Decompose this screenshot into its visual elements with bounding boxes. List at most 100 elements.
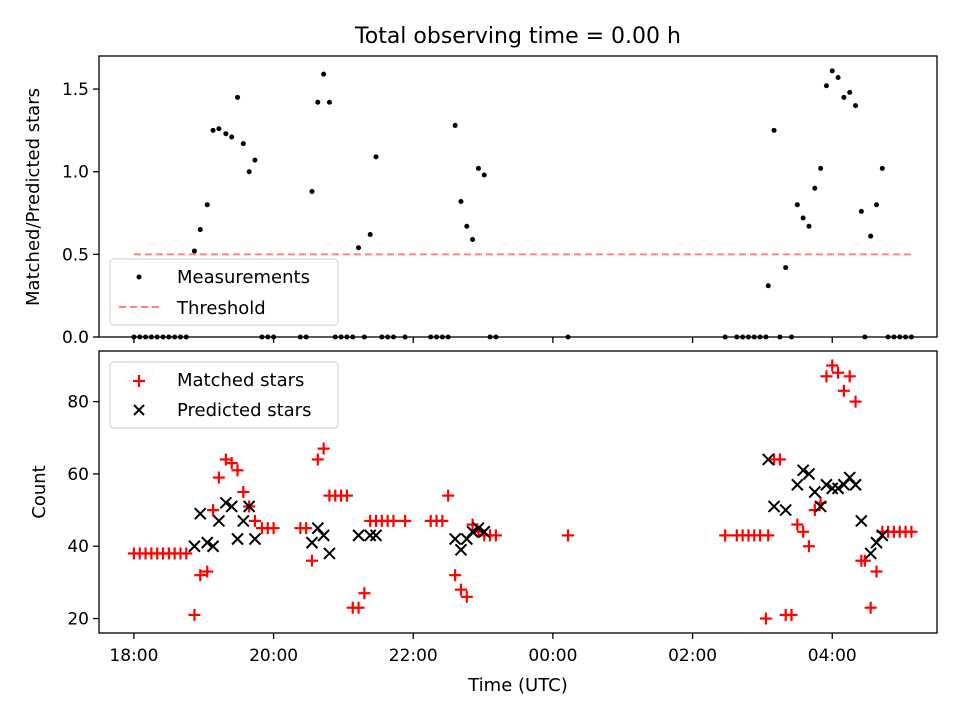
figure-title: Total observing time = 0.00 h	[354, 24, 681, 49]
predicted-star-point	[762, 453, 775, 466]
matched-star-point	[305, 554, 318, 567]
measurement-point	[812, 185, 818, 191]
predicted-star-point	[472, 521, 485, 535]
matched-star-point	[201, 565, 214, 578]
y-tick-label: 80	[67, 393, 89, 413]
measurement-point	[235, 94, 241, 100]
matched-star-point	[719, 529, 732, 542]
measurement-point	[321, 71, 327, 77]
predicted-star-point	[363, 529, 377, 542]
measurement-point	[326, 99, 332, 105]
predicted-star-point	[831, 482, 845, 495]
ratio-legend: Measurements Threshold	[109, 258, 339, 326]
matched-star-point	[489, 529, 502, 542]
x-tick-label: 20:00	[249, 646, 298, 666]
measurement-point	[783, 265, 789, 271]
predicted-star-point	[248, 532, 262, 546]
predicted-star-point	[767, 500, 781, 513]
predicted-star-point	[323, 547, 336, 560]
measurement-point	[373, 154, 379, 160]
measurement-point	[229, 134, 235, 140]
y-tick-label: 60	[67, 465, 89, 485]
matched-star-point	[864, 601, 877, 614]
predicted-star-point	[796, 464, 810, 477]
x-axis-label: Time (UTC)	[467, 675, 568, 696]
matched-star-point	[870, 565, 883, 578]
matched-star-point	[791, 518, 804, 531]
measurement-point	[823, 83, 829, 89]
ratio-y-ticks: 0.0 0.5 1.0 1.5	[62, 80, 99, 348]
predicted-star-point	[369, 529, 383, 542]
measurement-point	[765, 283, 771, 289]
predicted-star-point	[826, 482, 839, 495]
predicted-star-point	[225, 500, 238, 513]
predicted-star-point	[305, 536, 319, 549]
predicted-star-point	[466, 525, 479, 538]
matched-star-point	[387, 514, 400, 527]
matched-star-point	[820, 370, 833, 383]
x-tick-label: 18:00	[109, 646, 158, 666]
legend-measurements-label: Measurements	[177, 267, 310, 288]
measurement-point	[458, 198, 464, 204]
measurement-point	[464, 223, 470, 229]
matched-star-point	[340, 489, 353, 502]
matched-star-point	[442, 489, 455, 502]
predicted-star-point	[802, 467, 816, 481]
ratio-axes-frame	[98, 55, 938, 338]
matched-star-point	[231, 464, 244, 477]
predicted-star-point	[779, 503, 792, 517]
matched-star-point	[436, 514, 449, 527]
measurement-point	[210, 127, 216, 133]
predicted-star-point	[194, 507, 207, 520]
predicted-star-point	[820, 478, 833, 491]
matched-star-point	[248, 514, 261, 527]
matched-star-point	[858, 554, 871, 567]
matched-star-point	[466, 518, 479, 531]
predicted-star-point	[791, 478, 804, 491]
measurement-point	[197, 227, 203, 233]
measurement-point	[246, 169, 252, 175]
predicted-star-point	[478, 525, 491, 538]
y-tick-label: 20	[67, 610, 89, 630]
legend-matched-marker	[133, 375, 145, 387]
matched-star-point	[188, 608, 201, 621]
matched-star-point	[460, 590, 473, 603]
matched-star-point	[832, 366, 845, 379]
ratio-panel: 0.0 0.5 1.0 1.5 Matched/Predicted stars Mea…	[23, 55, 938, 348]
measurement-point	[879, 165, 885, 171]
matched-star-point	[785, 608, 798, 621]
measurement-point	[800, 215, 806, 221]
matched-star-point	[762, 529, 775, 542]
measurement-point	[204, 202, 210, 208]
predicted-star-point	[352, 529, 365, 542]
matched-star-point	[180, 547, 193, 560]
matched-star-point	[449, 569, 462, 582]
count-legend: Matched stars Predicted stars	[109, 361, 339, 429]
matched-star-point	[808, 504, 821, 517]
matched-star-point	[773, 453, 786, 466]
measurement-point	[818, 165, 824, 171]
count-x-ticks: 18:00 20:00 22:00 00:00 02:00 04:00	[109, 633, 857, 666]
y-tick-label: 0.0	[62, 328, 89, 348]
predicted-star-point	[808, 485, 821, 499]
measurement-point	[794, 202, 800, 208]
measurement-point	[240, 141, 246, 147]
matched-star-point	[759, 612, 772, 625]
predicted-star-point	[849, 478, 862, 491]
matched-star-point	[797, 525, 810, 538]
matched-star-point	[454, 583, 467, 596]
measurement-point	[475, 165, 481, 171]
ratio-x-ticks	[133, 337, 833, 343]
matched-star-point	[562, 529, 575, 542]
matched-star-point	[826, 359, 839, 372]
matched-star-point	[399, 514, 412, 527]
matched-star-point	[352, 601, 365, 614]
legend-measurements-marker	[136, 274, 142, 280]
matched-star-point	[802, 540, 815, 553]
measurement-point	[481, 172, 487, 178]
ratio-marks	[131, 68, 914, 340]
predicted-star-point	[188, 540, 201, 553]
measurement-point	[829, 68, 835, 74]
matched-star-point	[311, 453, 324, 466]
